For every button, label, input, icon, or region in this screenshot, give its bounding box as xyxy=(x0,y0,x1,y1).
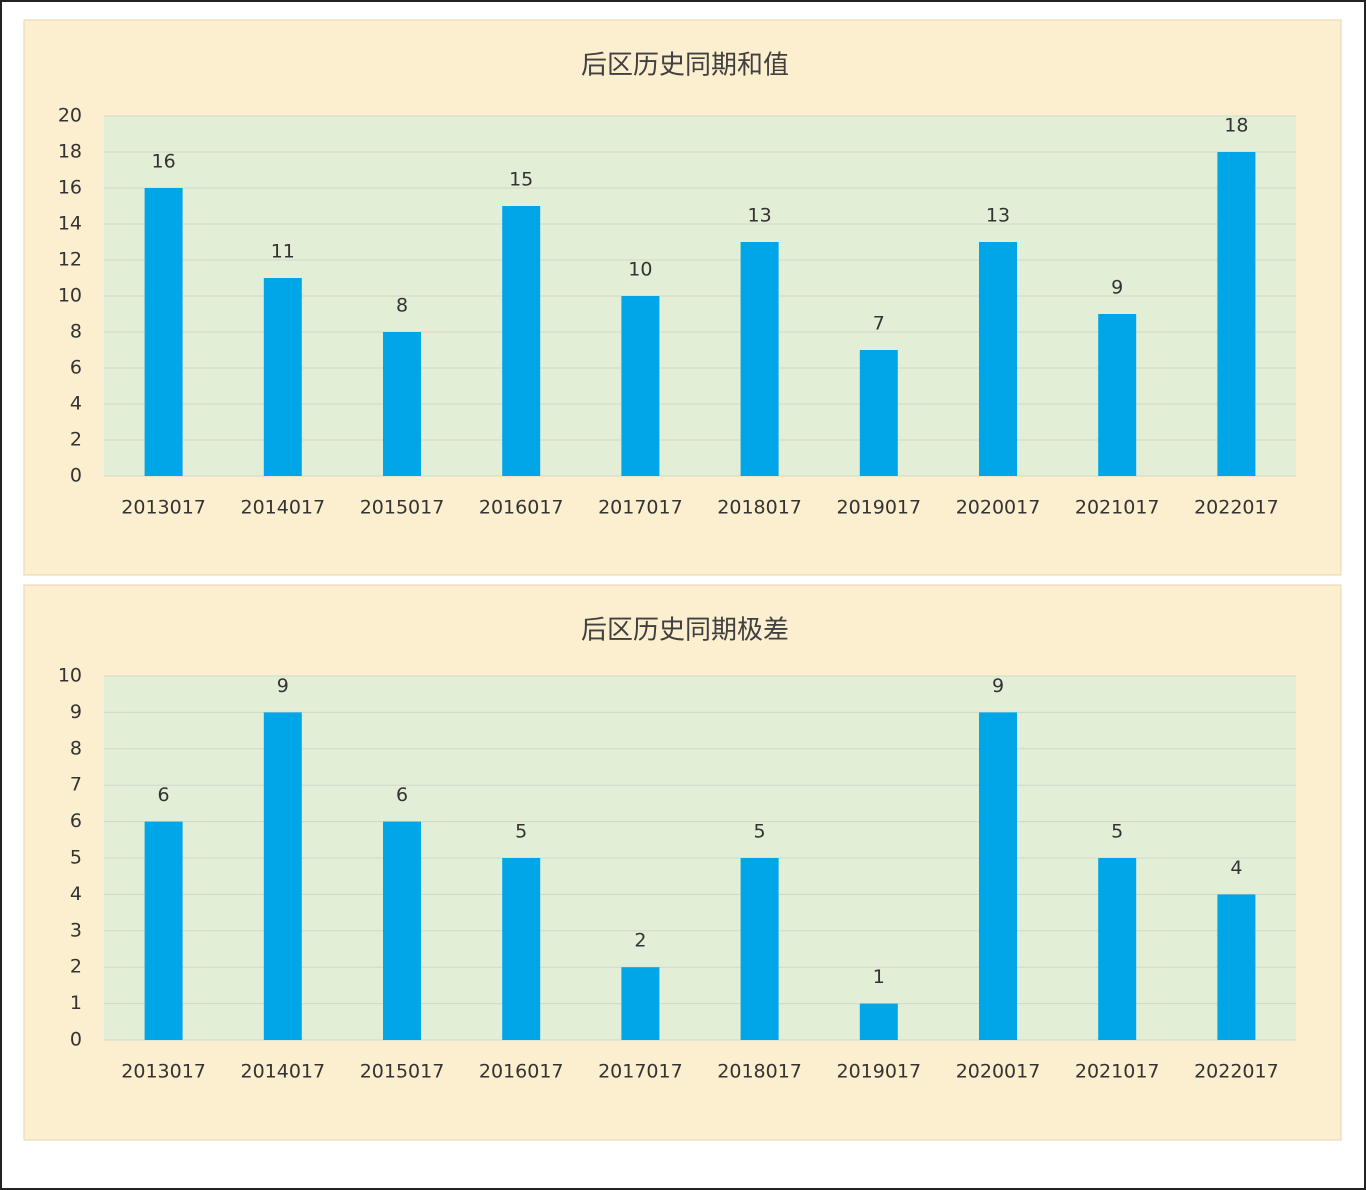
x-tick-label: 2018017 xyxy=(717,497,802,519)
bar xyxy=(144,188,183,476)
chart-title: 后区历史同期和值 xyxy=(581,51,789,81)
data-label: 11 xyxy=(271,241,295,263)
x-tick-label: 2016017 xyxy=(479,497,564,519)
x-tick-label: 2020017 xyxy=(956,1061,1041,1083)
x-tick-label: 2021017 xyxy=(1075,1061,1160,1083)
data-label: 9 xyxy=(277,675,289,697)
data-label: 16 xyxy=(152,151,176,173)
bar xyxy=(144,821,183,1040)
data-label: 5 xyxy=(1111,821,1123,843)
bar xyxy=(859,350,898,476)
y-tick-label: 16 xyxy=(58,177,82,199)
data-label: 7 xyxy=(873,313,885,335)
y-tick-label: 1 xyxy=(70,992,82,1014)
data-label: 6 xyxy=(158,784,170,806)
y-tick-label: 14 xyxy=(58,213,82,235)
x-tick-label: 2020017 xyxy=(956,497,1041,519)
data-label: 1 xyxy=(873,966,885,988)
data-label: 2 xyxy=(634,930,646,952)
y-tick-label: 2 xyxy=(70,429,82,451)
chart-title: 后区历史同期极差 xyxy=(581,616,789,646)
x-tick-label: 2013017 xyxy=(121,1061,206,1083)
x-tick-label: 2019017 xyxy=(836,497,921,519)
y-tick-label: 8 xyxy=(70,737,82,759)
data-label: 18 xyxy=(1224,115,1248,137)
bar xyxy=(1098,858,1137,1040)
y-tick-label: 2 xyxy=(70,956,82,978)
data-label: 9 xyxy=(992,675,1004,697)
bar xyxy=(1217,152,1256,476)
y-tick-label: 0 xyxy=(70,465,82,487)
charts: 后区历史同期和值02468101214161820201301716201401… xyxy=(23,19,1342,1141)
bar xyxy=(740,242,779,476)
data-label: 13 xyxy=(748,205,772,227)
bar xyxy=(502,206,541,476)
bar xyxy=(979,712,1017,1040)
bar xyxy=(263,278,302,476)
data-label: 5 xyxy=(515,821,527,843)
data-label: 15 xyxy=(509,169,533,191)
y-tick-label: 10 xyxy=(58,285,82,307)
bar xyxy=(1098,314,1137,476)
data-label: 4 xyxy=(1230,857,1242,879)
x-tick-label: 2019017 xyxy=(836,1061,921,1083)
x-tick-label: 2015017 xyxy=(360,497,445,519)
x-tick-label: 2017017 xyxy=(598,1061,683,1083)
bar xyxy=(621,967,660,1040)
x-tick-label: 2016017 xyxy=(479,1061,564,1083)
y-tick-label: 20 xyxy=(58,105,82,127)
y-tick-label: 5 xyxy=(70,847,82,869)
data-label: 8 xyxy=(396,295,408,317)
bar xyxy=(979,242,1017,476)
data-label: 6 xyxy=(396,784,408,806)
bar xyxy=(859,1003,898,1040)
bar xyxy=(383,332,421,476)
data-label: 5 xyxy=(754,821,766,843)
bar xyxy=(502,858,541,1040)
x-tick-label: 2013017 xyxy=(121,497,206,519)
data-label: 13 xyxy=(986,205,1010,227)
y-tick-label: 6 xyxy=(70,810,82,832)
bar xyxy=(383,821,421,1040)
bar xyxy=(621,296,660,476)
x-tick-label: 2015017 xyxy=(360,1061,445,1083)
x-tick-label: 2014017 xyxy=(240,497,325,519)
y-tick-label: 0 xyxy=(70,1029,82,1051)
x-tick-label: 2018017 xyxy=(717,1061,802,1083)
y-tick-label: 3 xyxy=(70,919,82,941)
y-tick-label: 6 xyxy=(70,357,82,379)
x-tick-label: 2022017 xyxy=(1194,497,1279,519)
x-tick-label: 2017017 xyxy=(598,497,683,519)
y-tick-label: 4 xyxy=(70,883,82,905)
y-tick-label: 8 xyxy=(70,321,82,343)
x-tick-label: 2022017 xyxy=(1194,1061,1279,1083)
bar xyxy=(1217,894,1256,1040)
y-tick-label: 12 xyxy=(58,249,82,271)
y-tick-label: 7 xyxy=(70,774,82,796)
y-tick-label: 18 xyxy=(58,141,82,163)
bar xyxy=(740,858,779,1040)
x-tick-label: 2021017 xyxy=(1075,497,1160,519)
data-label: 10 xyxy=(628,259,652,281)
y-tick-label: 10 xyxy=(58,665,82,687)
data-label: 9 xyxy=(1111,277,1123,299)
y-tick-label: 9 xyxy=(70,701,82,723)
y-tick-label: 4 xyxy=(70,393,82,415)
x-tick-label: 2014017 xyxy=(240,1061,325,1083)
bar xyxy=(263,712,302,1040)
